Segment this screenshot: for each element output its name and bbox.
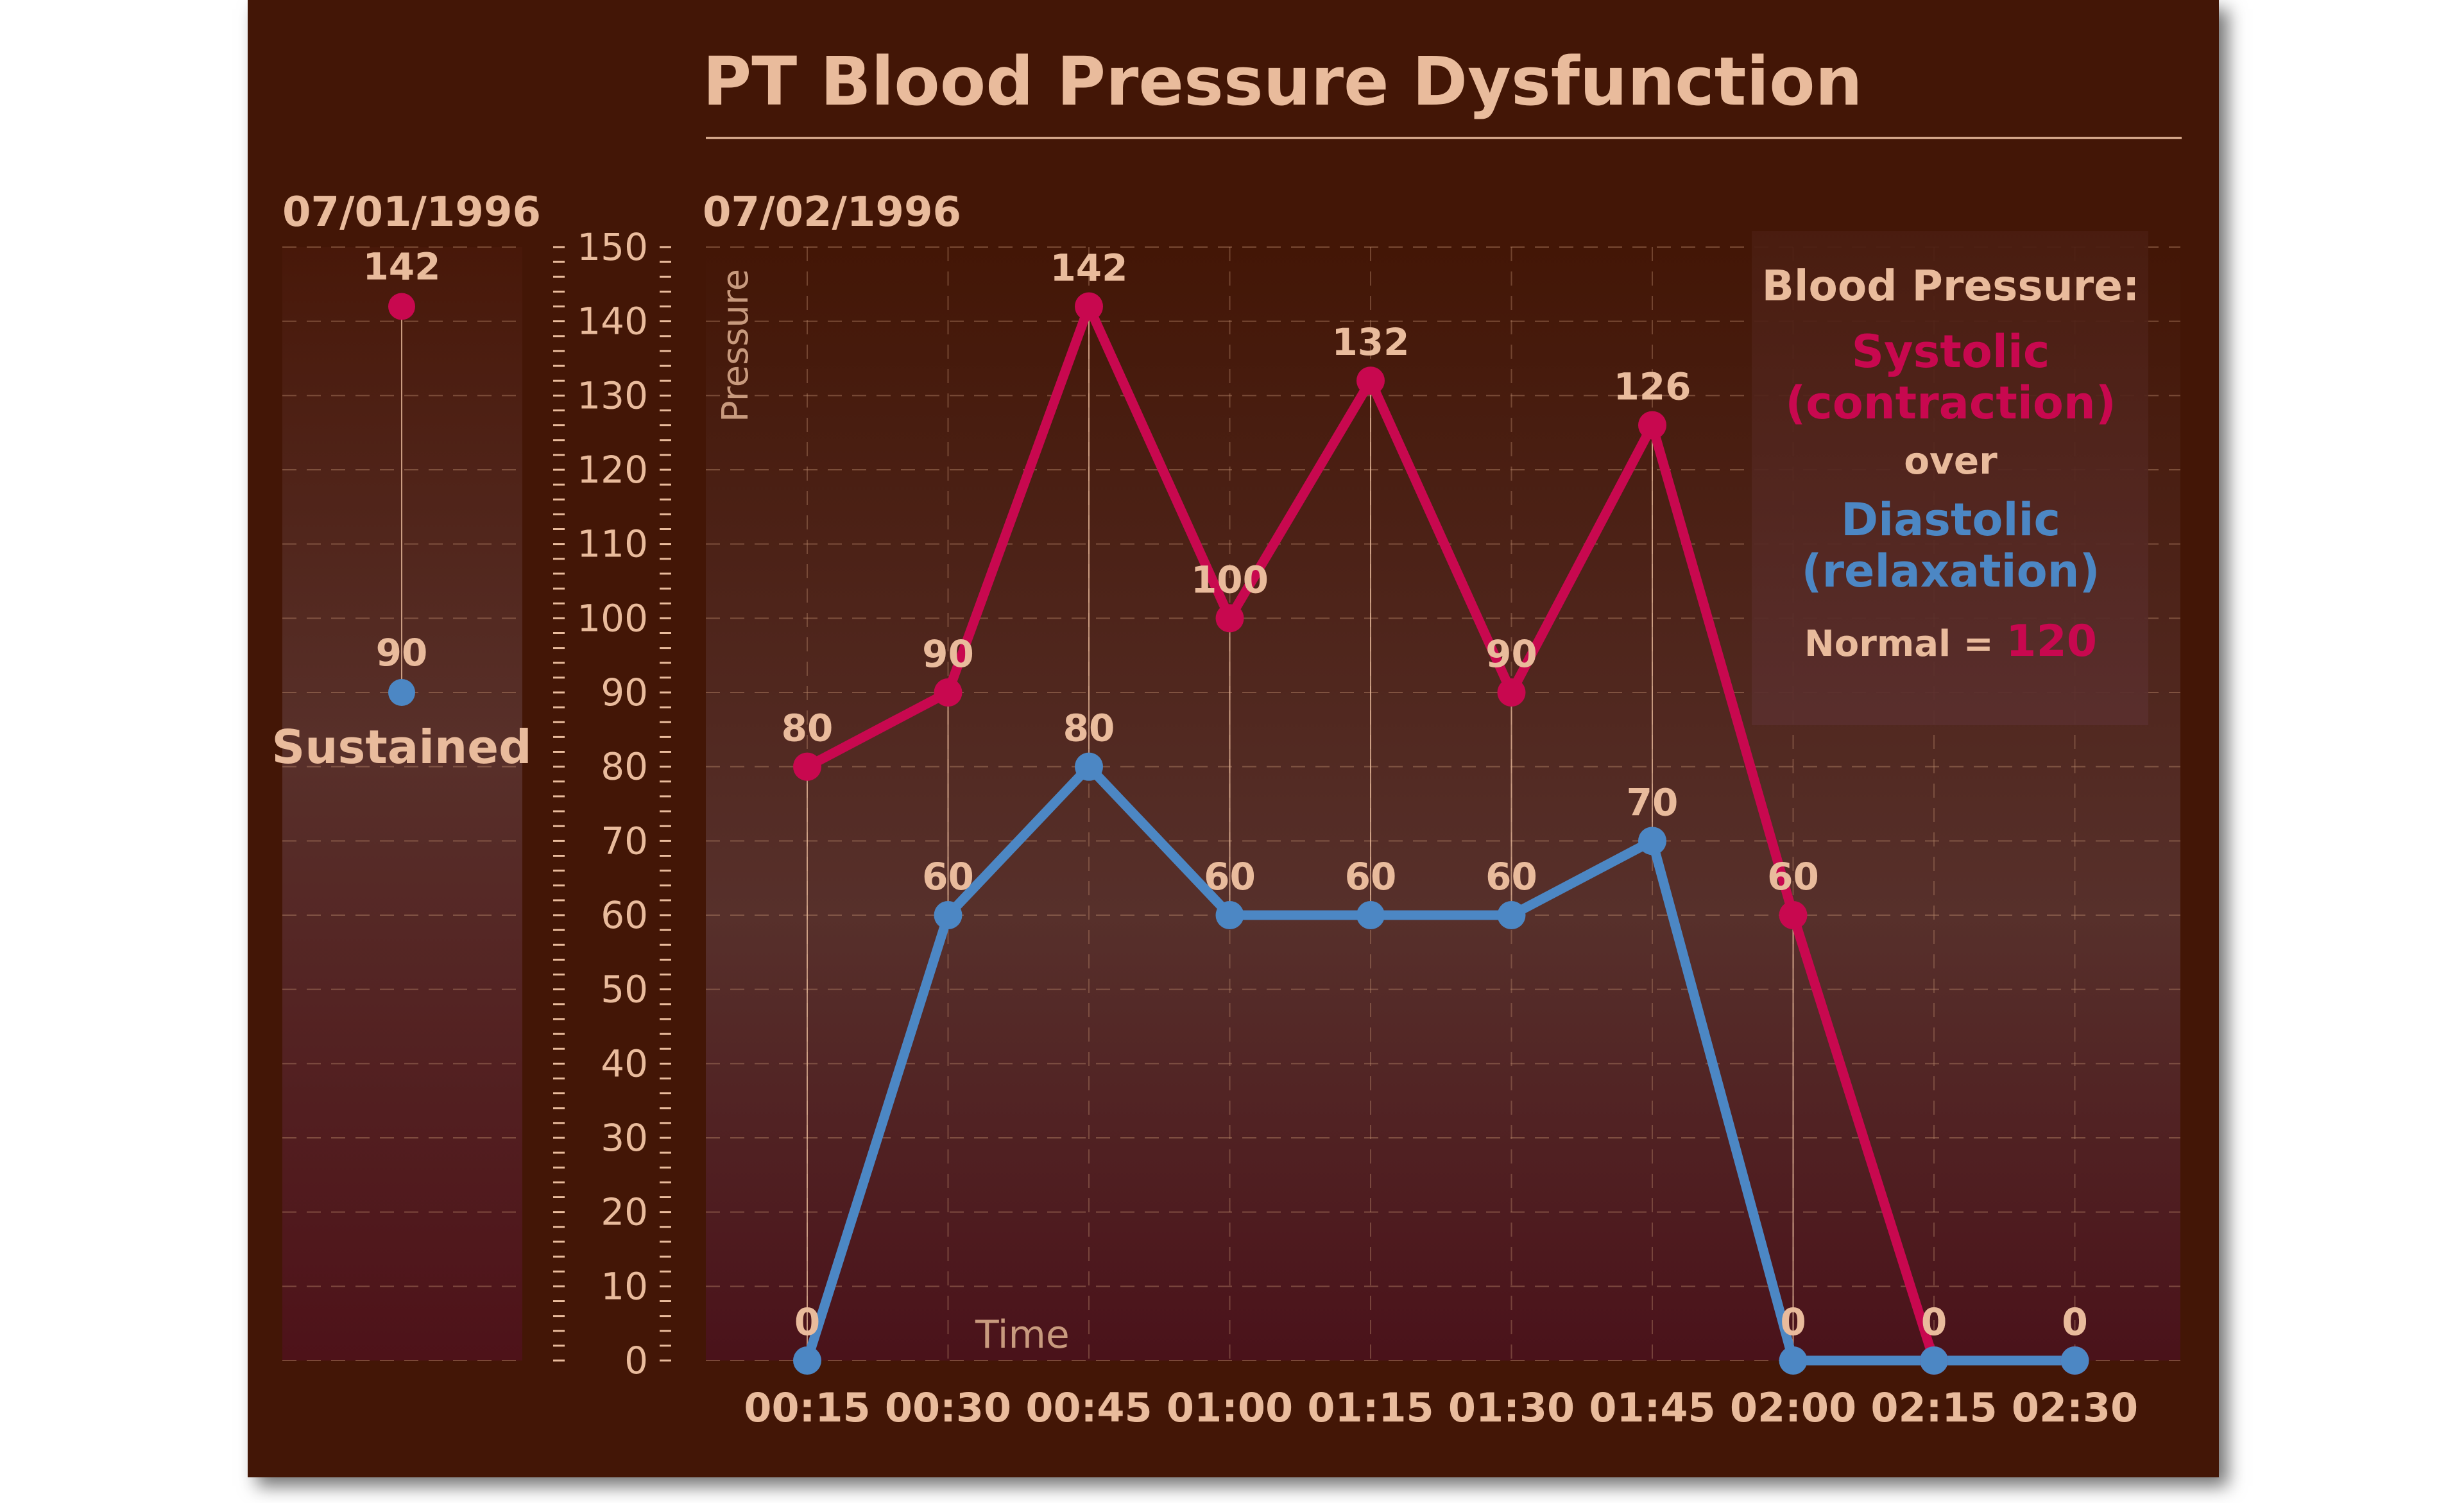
drop-lines — [807, 306, 1794, 1361]
legend-over: over — [1904, 439, 1998, 483]
diastolic-value-01:00: 60 — [1204, 855, 1256, 898]
x-tick-label-01:45: 01:45 — [1589, 1384, 1715, 1431]
systolic-point-00:15 — [793, 752, 821, 781]
y-tick-label-50: 50 — [601, 968, 648, 1011]
y-tick-label-130: 130 — [577, 374, 648, 417]
x-axis-label: Time — [975, 1312, 1070, 1357]
diastolic-point-00:15 — [793, 1346, 821, 1375]
legend-diastolic-name: Diastolic — [1841, 494, 2060, 546]
y-tick-label-30: 30 — [601, 1116, 648, 1160]
y-tick-label-120: 120 — [577, 448, 648, 492]
x-tick-label-00:30: 00:30 — [885, 1384, 1011, 1431]
legend-diastolic-desc: (relaxation) — [1802, 545, 2100, 597]
diastolic-value-00:45: 80 — [1063, 707, 1115, 750]
legend-box — [1752, 231, 2148, 725]
x-tick-label-01:30: 01:30 — [1448, 1384, 1575, 1431]
diastolic-point-01:00 — [1215, 901, 1244, 929]
systolic-value-01:00: 100 — [1191, 558, 1269, 601]
systolic-point-00:45 — [1075, 292, 1103, 321]
diastolic-point-00:45 — [1075, 752, 1103, 781]
y-tick-label-90: 90 — [601, 671, 648, 714]
systolic-value-01:45: 126 — [1613, 365, 1691, 409]
diastolic-point-02:30 — [2060, 1346, 2089, 1375]
prior-diastolic-label: 90 — [376, 631, 428, 674]
y-tick-label-70: 70 — [601, 819, 648, 863]
legend-normal-value: 120 — [2006, 616, 2097, 667]
diastolic-value-01:30: 60 — [1485, 855, 1537, 898]
x-tick-labels: 00:15 00:30 00:45 01:00 01:15 01:30 01:45 02:00… — [744, 1384, 2138, 1431]
series-lines — [802, 302, 2080, 1366]
diastolic-point-01:30 — [1497, 901, 1526, 929]
diastolic-point-02:15 — [1920, 1346, 1948, 1375]
x-tick-label-02:00: 02:00 — [1730, 1384, 1856, 1431]
systolic-point-02:00 — [1779, 901, 1808, 929]
prior-date: 07/01/1996 — [282, 189, 541, 236]
x-tick-label-01:00: 01:00 — [1167, 1384, 1293, 1431]
chart-date: 07/02/1996 — [703, 189, 961, 236]
diastolic-value-00:30: 60 — [922, 855, 974, 898]
legend-normal-label: Normal = — [1804, 623, 2006, 665]
y-tick-label-60: 60 — [601, 893, 648, 937]
diastolic-value-02:15: 0 — [1921, 1300, 1947, 1344]
x-tick-label-01:15: 01:15 — [1307, 1384, 1433, 1431]
y-tick-label-80: 80 — [601, 745, 648, 789]
y-tick-label-110: 110 — [577, 522, 648, 566]
prior-status-label: Sustained — [271, 720, 531, 774]
diastolic-point-01:45 — [1638, 827, 1666, 855]
y-axis-scale: 0 10 20 30 40 50 60 70 80 90 100 110 120 130 140 150 — [553, 225, 671, 1382]
prior-systolic-point — [388, 293, 415, 320]
legend-systolic-desc: (contraction) — [1785, 377, 2116, 429]
legend-title: Blood Pressure: — [1762, 261, 2140, 311]
x-tick-label-02:15: 02:15 — [1870, 1384, 1997, 1431]
x-tick-label-00:45: 00:45 — [1025, 1384, 1152, 1431]
legend-normal: Normal = 120 — [1804, 616, 2097, 667]
systolic-value-02:00: 60 — [1767, 855, 1819, 898]
diastolic-point-01:15 — [1356, 901, 1385, 929]
diastolic-point-00:30 — [934, 901, 963, 929]
chart-title: PT Blood Pressure Dysfunction — [703, 42, 1863, 121]
y-tick-label-140: 140 — [577, 300, 648, 343]
y-tick-label-20: 20 — [601, 1190, 648, 1234]
systolic-value-02:30: 0 — [2062, 1300, 2087, 1344]
diastolic-value-02:30: 0 — [2062, 1300, 2087, 1344]
systolic-point-01:30 — [1497, 678, 1526, 707]
y-axis-label: Pressure — [715, 269, 757, 422]
systolic-point-00:30 — [934, 678, 963, 707]
y-tick-label-0: 0 — [624, 1339, 648, 1382]
diastolic-point-02:00 — [1779, 1346, 1808, 1375]
systolic-line — [802, 302, 2080, 1366]
systolic-point-01:15 — [1356, 366, 1385, 395]
systolic-value-00:15: 80 — [782, 707, 834, 750]
y-tick-label-150: 150 — [577, 225, 648, 269]
systolic-point-01:45 — [1638, 411, 1666, 440]
y-tick-label-10: 10 — [601, 1264, 648, 1308]
systolic-value-01:15: 132 — [1331, 320, 1409, 364]
prior-systolic-label: 142 — [363, 245, 440, 289]
diastolic-value-00:15: 0 — [794, 1300, 820, 1344]
x-tick-label-02:30: 02:30 — [2012, 1384, 2138, 1431]
systolic-value-01:30: 90 — [1485, 632, 1537, 676]
series-markers — [793, 292, 2089, 1375]
diastolic-value-01:15: 60 — [1345, 855, 1397, 898]
diastolic-value-02:00: 0 — [1780, 1300, 1806, 1344]
prior-diastolic-point — [388, 679, 415, 706]
systolic-point-01:00 — [1215, 604, 1244, 633]
systolic-value-02:15: 0 — [1921, 1300, 1947, 1344]
x-tick-label-00:15: 00:15 — [744, 1384, 870, 1431]
diastolic-line — [802, 762, 2080, 1366]
legend-systolic-name: Systolic — [1852, 325, 2050, 378]
y-tick-label-100: 100 — [577, 596, 648, 640]
y-tick-label-40: 40 — [601, 1042, 648, 1085]
diastolic-value-01:45: 70 — [1627, 780, 1679, 824]
prior-reading: 142 90 Sustained — [271, 245, 531, 774]
systolic-value-00:30: 90 — [922, 632, 974, 676]
systolic-value-00:45: 142 — [1050, 246, 1127, 290]
